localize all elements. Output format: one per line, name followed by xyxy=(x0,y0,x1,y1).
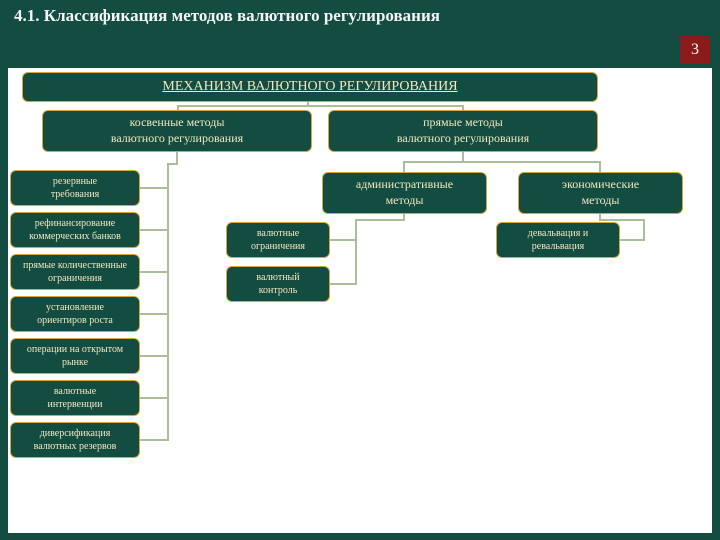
node-line1: валютные xyxy=(54,385,96,398)
node-indirect: косвенные методывалютного регулирования xyxy=(42,110,312,152)
node-line2: ограничения xyxy=(48,272,102,285)
node-line1: валютные xyxy=(257,227,299,240)
node-eco1: девальвация иревальвация xyxy=(496,222,620,258)
node-ind4: установлениеориентиров роста xyxy=(10,296,140,332)
node-line2: требования xyxy=(51,188,99,201)
node-econ: экономическиеметоды xyxy=(518,172,683,214)
node-line2: методы xyxy=(386,193,424,209)
connector xyxy=(308,102,463,110)
node-line2: валютного регулирования xyxy=(397,131,529,147)
node-ind1: резервныетребования xyxy=(10,170,140,206)
node-line2: ориентиров роста xyxy=(37,314,113,327)
node-line2: коммерческих банков xyxy=(29,230,121,243)
node-ind6: валютныеинтервенции xyxy=(10,380,140,416)
node-adm2: валютныйконтроль xyxy=(226,266,330,302)
node-line1: прямые количественные xyxy=(23,259,127,272)
node-line1: операции на открытом xyxy=(27,343,123,356)
node-line1: административные xyxy=(356,177,453,193)
connector xyxy=(463,152,600,172)
diagram-area: МЕХАНИЗМ ВАЛЮТНОГО РЕГУЛИРОВАНИЯ косвенны… xyxy=(8,68,712,533)
node-ind7: диверсификациявалютных резервов xyxy=(10,422,140,458)
node-line1: рефинансирование xyxy=(35,217,116,230)
connector xyxy=(404,152,463,172)
node-line1: косвенные методы xyxy=(130,115,225,131)
node-line2: контроль xyxy=(259,284,298,297)
connector xyxy=(140,152,177,440)
node-line2: рынке xyxy=(62,356,88,369)
node-ind5: операции на открытомрынке xyxy=(10,338,140,374)
node-ind2: рефинансированиекоммерческих банков xyxy=(10,212,140,248)
node-line1: валютный xyxy=(256,271,299,284)
slide-title: 4.1. Классификация методов валютного рег… xyxy=(14,6,440,26)
node-admin: административныеметоды xyxy=(322,172,487,214)
node-line1: экономические xyxy=(562,177,639,193)
node-line2: ограничения xyxy=(251,240,305,253)
page-number: 3 xyxy=(680,36,710,64)
node-line1: прямые методы xyxy=(423,115,503,131)
node-root: МЕХАНИЗМ ВАЛЮТНОГО РЕГУЛИРОВАНИЯ xyxy=(22,72,598,102)
node-line2: ревальвация xyxy=(532,240,584,253)
node-line2: валютных резервов xyxy=(34,440,117,453)
connector xyxy=(178,102,308,110)
node-line1: резервные xyxy=(53,175,97,188)
node-direct: прямые методывалютного регулирования xyxy=(328,110,598,152)
node-line2: валютного регулирования xyxy=(111,131,243,147)
node-line2: интервенции xyxy=(47,398,102,411)
node-line2: методы xyxy=(582,193,620,209)
node-ind3: прямые количественныеограничения xyxy=(10,254,140,290)
connector xyxy=(330,214,404,284)
node-adm1: валютныеограничения xyxy=(226,222,330,258)
node-line1: диверсификация xyxy=(40,427,111,440)
node-line1: установление xyxy=(46,301,104,314)
node-line1: девальвация и xyxy=(528,227,588,240)
